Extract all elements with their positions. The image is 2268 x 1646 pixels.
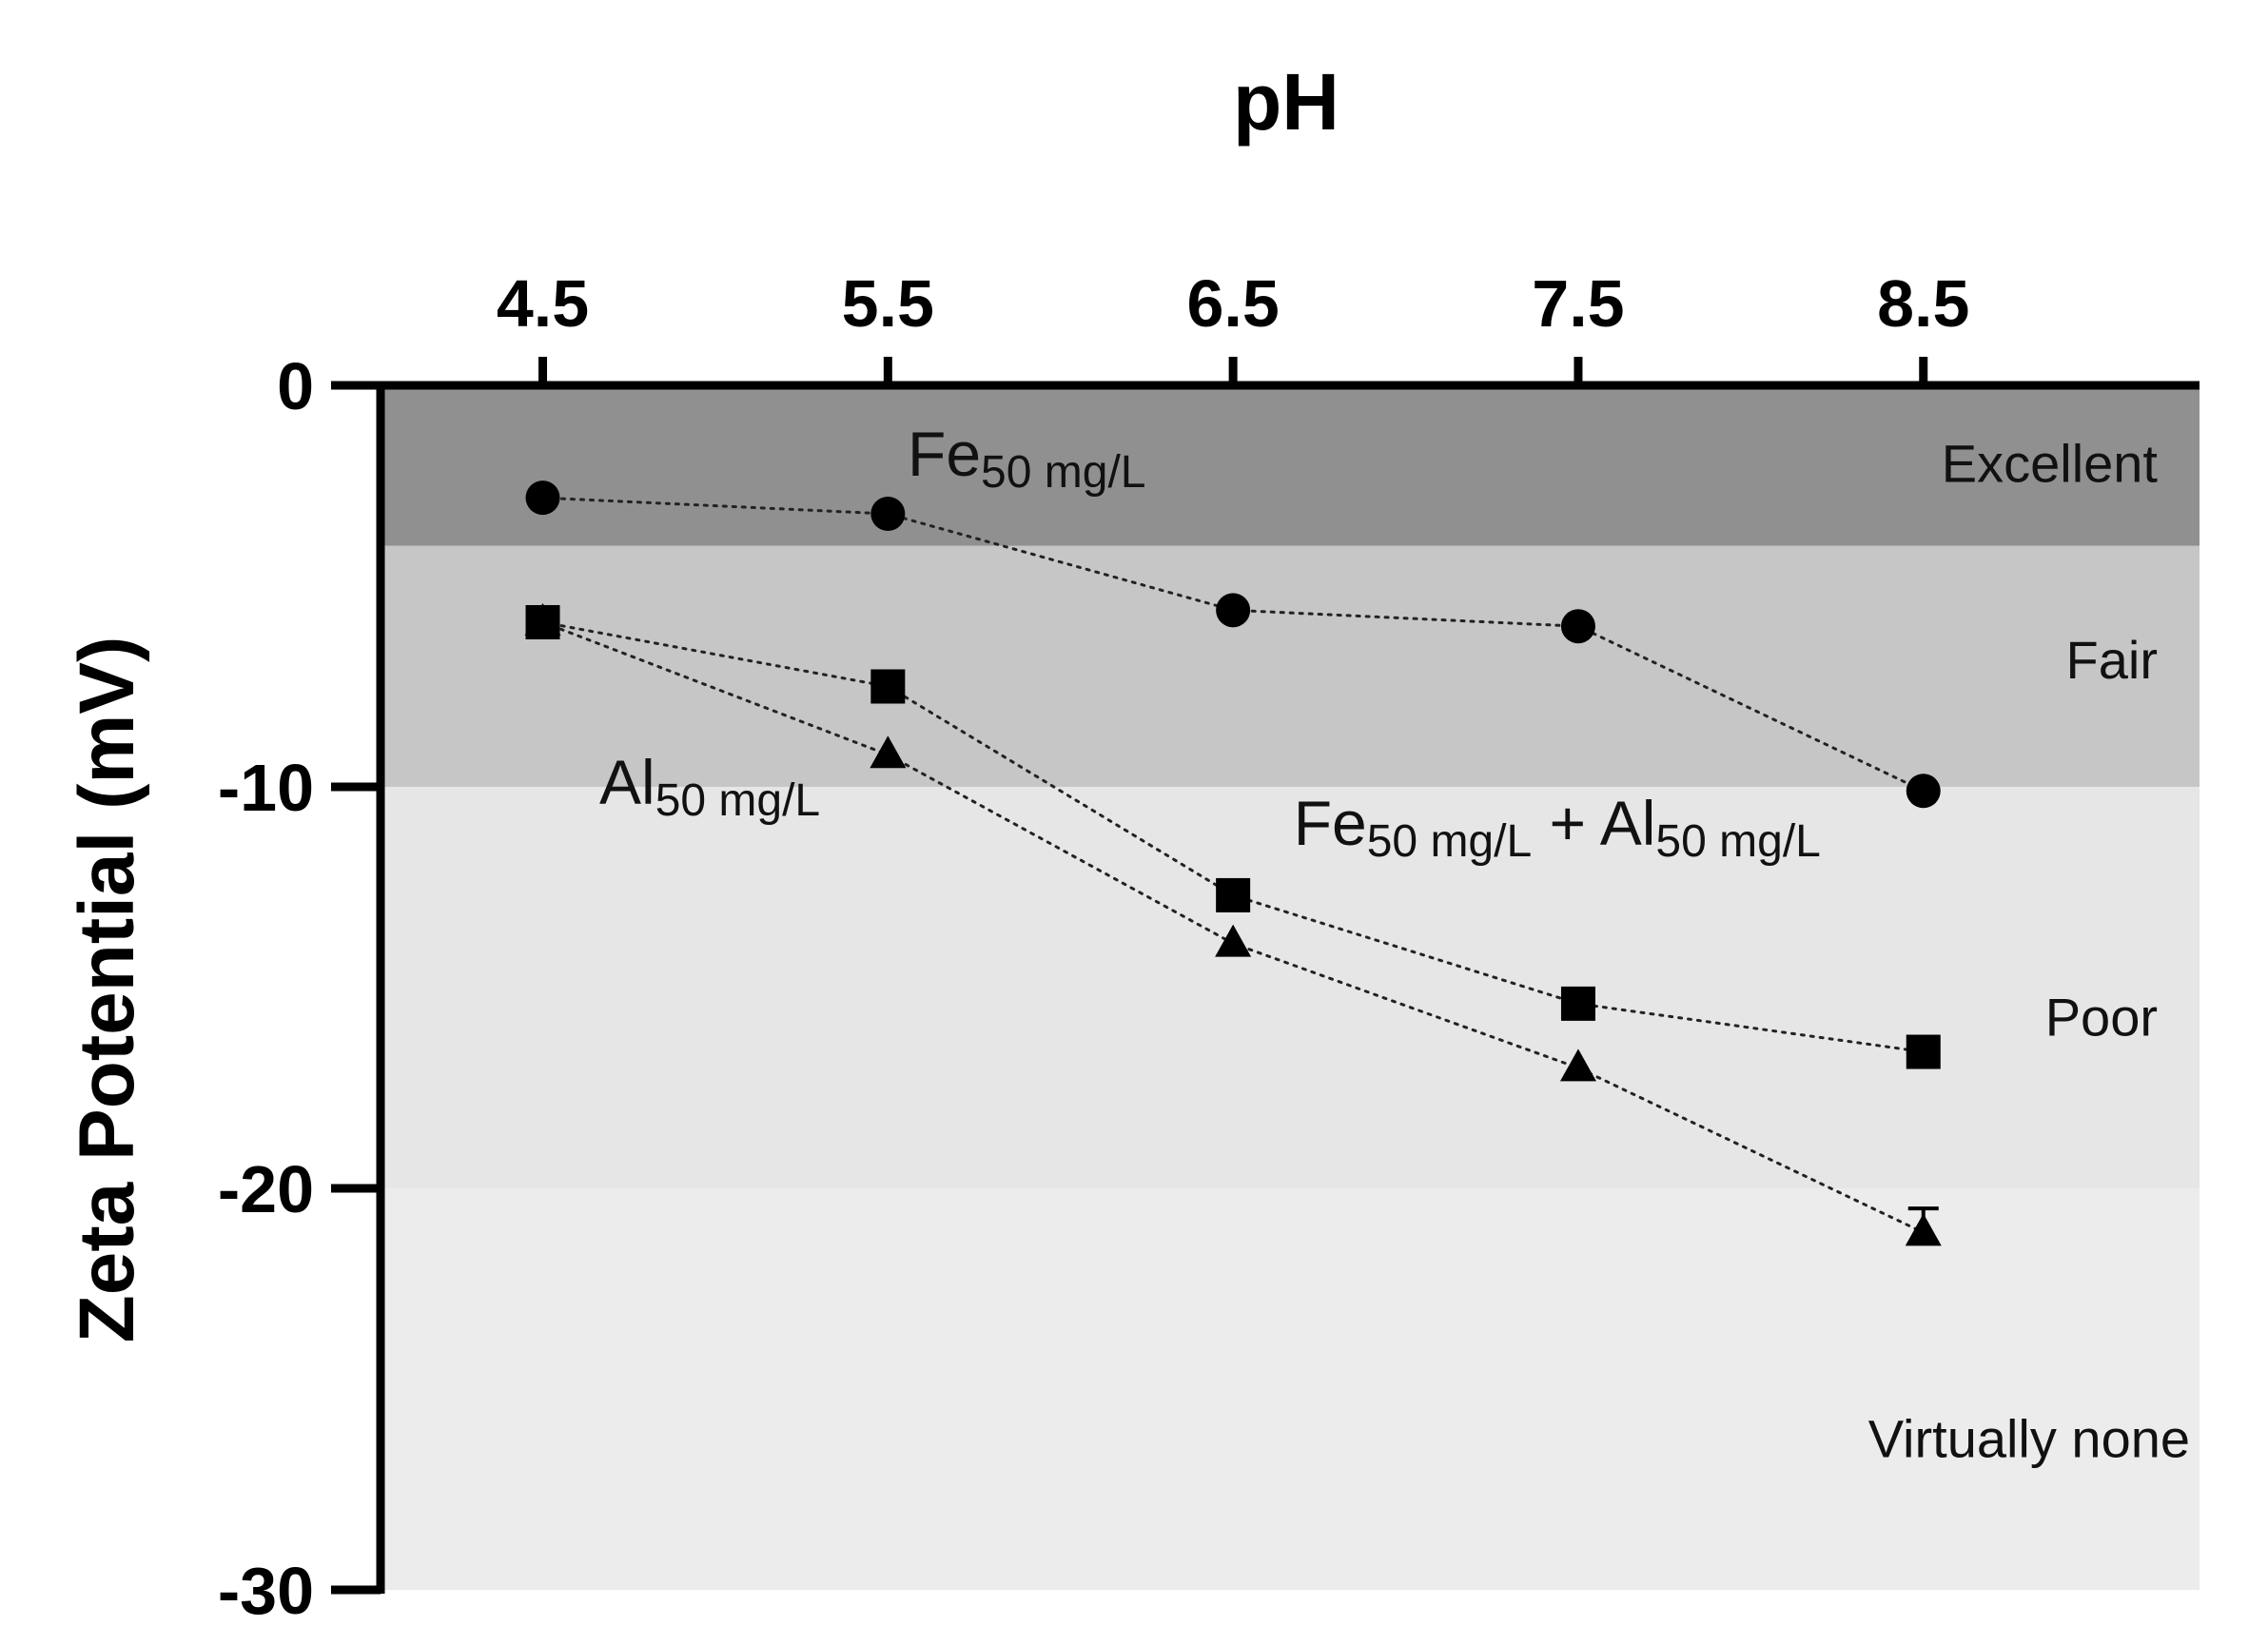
data-point-square bbox=[1216, 877, 1251, 912]
band-label-fair: Fair bbox=[2066, 630, 2158, 690]
data-point-square bbox=[1560, 986, 1595, 1021]
data-point-triangle bbox=[1215, 924, 1252, 957]
data-point-triangle bbox=[524, 602, 561, 636]
data-point-triangle bbox=[870, 735, 907, 769]
band-virtually-none bbox=[381, 1188, 2200, 1590]
series-1 bbox=[525, 604, 1941, 1069]
data-point-triangle bbox=[1905, 1213, 1942, 1246]
data-point-circle bbox=[870, 497, 906, 532]
series-2 bbox=[524, 602, 1942, 1246]
data-point-circle bbox=[525, 480, 560, 516]
data-point-circle bbox=[1560, 609, 1595, 644]
y-tick-label: -10 bbox=[218, 751, 314, 825]
band-poor bbox=[381, 787, 2200, 1188]
x-tick-label: 7.5 bbox=[1532, 266, 1624, 341]
series-layer bbox=[524, 480, 1942, 1246]
series-label-al: Al50 mg/L bbox=[599, 747, 820, 826]
series-label-fe-al: Fe50 mg/L + Al50 mg/L bbox=[1206, 788, 1873, 870]
series-label-fe: Fe50 mg/L bbox=[908, 419, 1145, 498]
x-tick-label: 5.5 bbox=[842, 266, 934, 341]
y-tick-label: -20 bbox=[218, 1152, 314, 1226]
band-label-virtually-none: Virtually none bbox=[1868, 1409, 2190, 1469]
band-label-excellent: Excellent bbox=[1942, 433, 2159, 493]
x-tick-label: 4.5 bbox=[497, 266, 589, 341]
band-labels: Excellent Fair Poor Virtually none bbox=[1868, 433, 2190, 1468]
data-point-square bbox=[1906, 1034, 1941, 1069]
y-axis-title: Zeta Potential (mV) bbox=[64, 637, 150, 1343]
x-tick-label: 6.5 bbox=[1186, 266, 1279, 341]
data-point-square bbox=[870, 669, 906, 704]
data-point-triangle bbox=[1559, 1048, 1596, 1082]
x-tick-label: 8.5 bbox=[1877, 266, 1969, 341]
band-excellent bbox=[381, 385, 2200, 546]
data-point-circle bbox=[1906, 774, 1941, 809]
data-point-circle bbox=[1216, 593, 1251, 628]
band-layer bbox=[381, 385, 2200, 1590]
y-tick-label: -30 bbox=[218, 1554, 314, 1628]
band-label-poor: Poor bbox=[2045, 988, 2158, 1048]
axes: 4.5 5.5 6.5 7.5 8.5 0 -10 -20 -30 bbox=[218, 266, 2200, 1628]
y-tick-label: 0 bbox=[277, 349, 314, 423]
series-0 bbox=[525, 480, 1941, 809]
x-axis-title: pH bbox=[1233, 57, 1339, 147]
band-fair bbox=[381, 545, 2200, 787]
